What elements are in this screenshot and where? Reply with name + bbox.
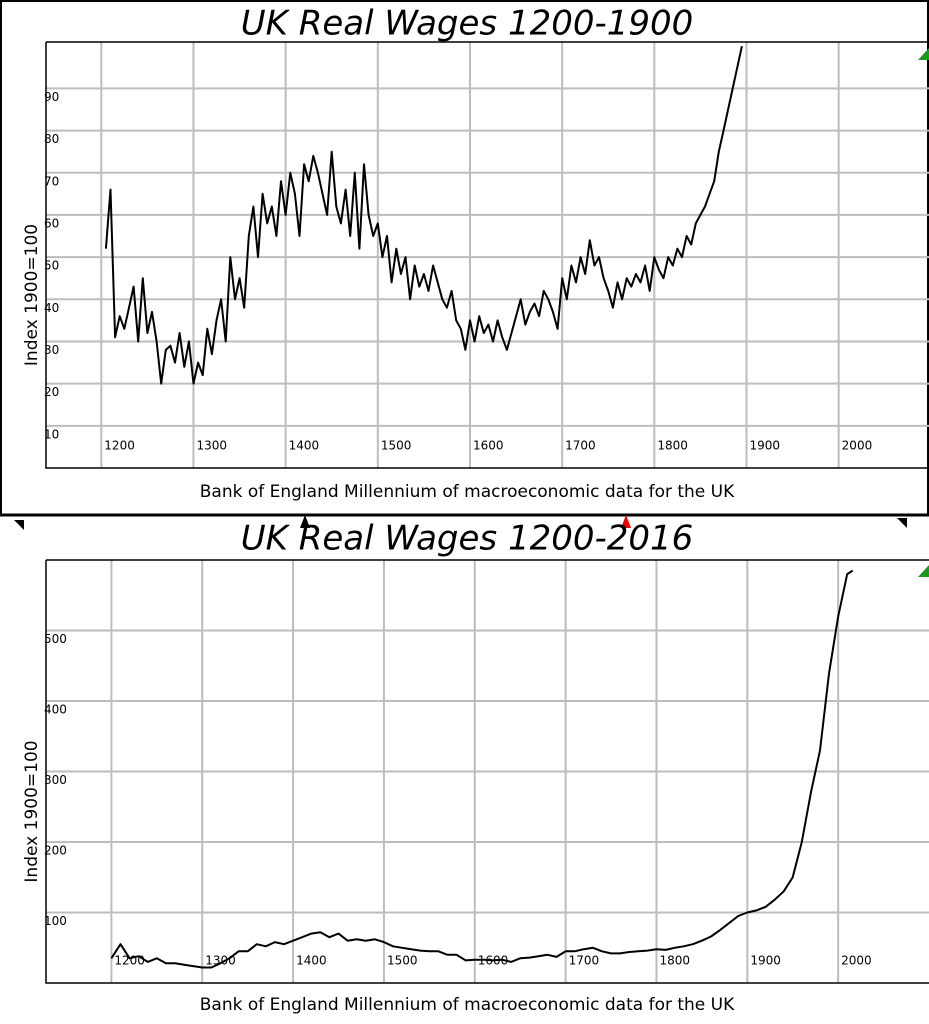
y-tick-label: 30 bbox=[44, 343, 59, 357]
y-tick-label: 300 bbox=[44, 773, 67, 787]
corner-marker bbox=[621, 515, 631, 528]
y-axis-label: Index 1900=100 bbox=[22, 740, 42, 882]
corner-marker bbox=[300, 515, 310, 528]
x-axis-caption: Bank of England Millennium of macroecono… bbox=[200, 995, 735, 1015]
x-tick-label: 1700 bbox=[569, 954, 600, 968]
y-axis-label: Index 1900=100 bbox=[22, 224, 42, 366]
y-tick-label: 80 bbox=[44, 132, 59, 146]
corner-marker bbox=[14, 520, 24, 530]
x-tick-label: 1300 bbox=[196, 439, 227, 453]
axis-frame bbox=[45, 560, 929, 984]
x-tick-label: 2000 bbox=[842, 439, 873, 453]
chart-title: UK Real Wages 1200-1900 bbox=[241, 4, 694, 44]
y-tick-label: 50 bbox=[44, 259, 59, 273]
x-tick-label: 2000 bbox=[841, 954, 872, 968]
x-tick-label: 1900 bbox=[750, 439, 781, 453]
y-tick-label: 20 bbox=[44, 385, 59, 399]
x-tick-label: 1400 bbox=[289, 439, 320, 453]
x-tick-label: 1900 bbox=[750, 954, 781, 968]
y-tick-label: 500 bbox=[44, 632, 67, 646]
chart-title: UK Real Wages 1200-2016 bbox=[241, 519, 694, 559]
corner-marker bbox=[918, 48, 929, 60]
y-tick-label: 10 bbox=[44, 427, 59, 441]
data-line bbox=[104, 45, 743, 385]
x-tick-label: 1300 bbox=[205, 954, 236, 968]
x-tick-label: 1800 bbox=[659, 954, 690, 968]
corner-marker bbox=[897, 518, 907, 528]
y-tick-label: 200 bbox=[44, 844, 67, 858]
x-axis-caption: Bank of England Millennium of macroecono… bbox=[200, 482, 735, 502]
y-tick-label: 100 bbox=[44, 914, 67, 928]
y-tick-label: 90 bbox=[44, 90, 59, 104]
y-tick-label: 60 bbox=[44, 216, 59, 230]
x-tick-label: 1800 bbox=[657, 439, 688, 453]
y-tick-label: 40 bbox=[44, 301, 59, 315]
data-line bbox=[110, 569, 854, 969]
x-tick-label: 1200 bbox=[114, 954, 145, 968]
x-tick-label: 1600 bbox=[473, 439, 504, 453]
x-tick-label: 1700 bbox=[565, 439, 596, 453]
x-tick-label: 1500 bbox=[387, 954, 418, 968]
y-tick-label: 70 bbox=[44, 174, 59, 188]
axis-frame bbox=[45, 42, 929, 469]
y-tick-label: 400 bbox=[44, 703, 67, 717]
x-tick-label: 1400 bbox=[296, 954, 327, 968]
x-tick-label: 1500 bbox=[381, 439, 412, 453]
corner-marker bbox=[918, 565, 929, 577]
x-tick-label: 1200 bbox=[104, 439, 135, 453]
